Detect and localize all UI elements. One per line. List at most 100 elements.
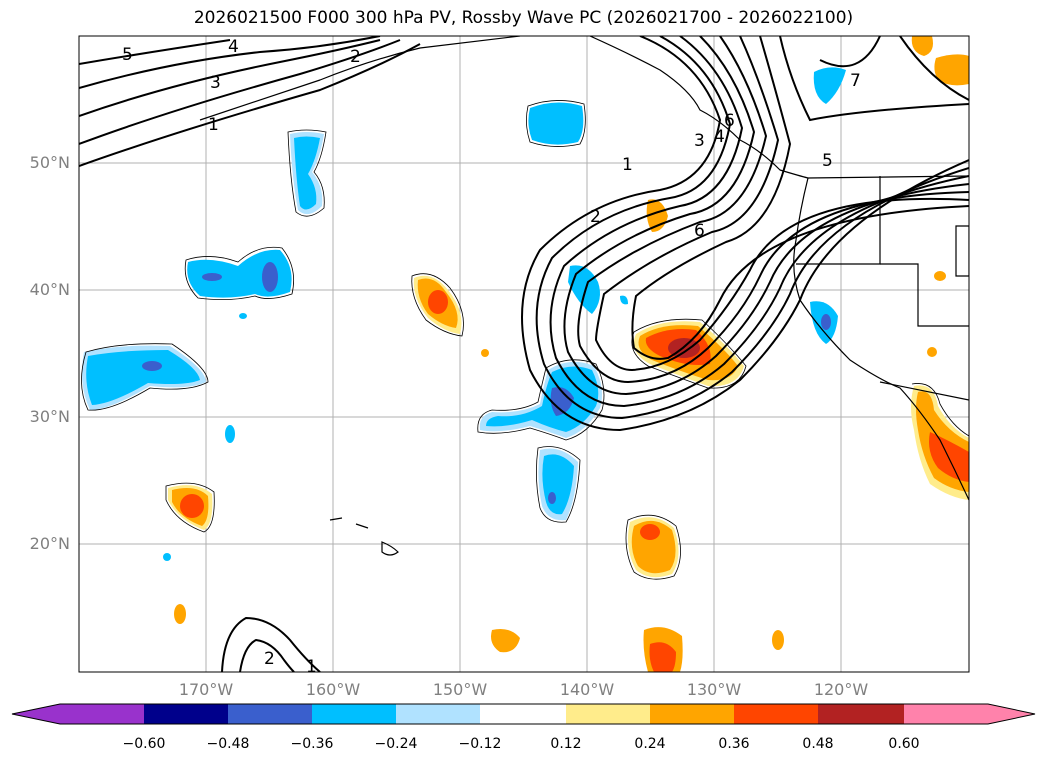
neg-patch-140w [568,265,600,314]
contour-wave-6 [594,36,969,372]
contour-nw-5 [79,43,421,167]
colorbar [11,703,1036,725]
pos-patch-dot-ca [927,347,937,357]
contour-wave-2 [535,36,969,420]
contour-labels: 5 4 3 1 2 1 2 3 4 6 7 5 6 2 1 [122,37,861,677]
contour-label: 2 [350,47,361,67]
neg-patch-west [86,350,200,405]
contour-label: 1 [622,155,633,175]
colorbar-tick-label: 0.24 [634,736,666,752]
colorbar-tick-label: −0.24 [374,736,418,752]
contour-label: 2 [264,649,275,669]
contour-label: 5 [822,151,833,171]
neg-patch-dot [163,553,171,561]
contour-label: 2 [590,207,601,227]
colorbar-bin [650,704,734,724]
contour-label: 4 [714,127,725,147]
pos-patch-dot [481,349,489,357]
contour-label: 6 [694,221,705,241]
lat-label-20n: 20°N [29,534,70,553]
lon-label-140w: 140°W [559,680,615,699]
lat-label-40n: 40°N [29,280,70,299]
pos-patch-125w [772,630,784,650]
pos-patch-ne-b [934,54,969,86]
neg-patch-hawaii-w [225,425,235,443]
colorbar-tick-label: 0.48 [802,736,834,752]
neg-core-170w-b [202,273,222,281]
colorbar-bin [818,704,904,724]
colorbar-bin [312,704,396,724]
lon-label-160w: 160°W [305,680,361,699]
lon-label-150w: 150°W [432,680,488,699]
neg-core-west [142,361,162,371]
pc-contours [79,36,969,672]
contour-label: 5 [122,45,133,65]
pos-patch-ne-a [911,36,933,56]
map-background [79,36,969,672]
map-title: 2026021500 F000 300 hPa PV, Rossby Wave … [193,8,854,28]
contour-label: 1 [306,657,317,677]
contour-label: 4 [228,37,239,57]
contour-label: 6 [724,111,735,131]
colorbar-bin [904,704,988,724]
neg-core-30n [550,387,574,416]
colorbar-tick-label: −0.12 [458,736,502,752]
contour-label: 7 [850,71,861,91]
neg-patch-148w [528,102,584,145]
pos-core-150w [428,290,448,314]
contour-ne-1 [779,36,969,122]
colorbar-bin [480,704,566,724]
anomaly-outlines [81,100,969,580]
border-states-3 [955,225,969,277]
pos-patch-dot-nv [934,271,946,281]
neg-patch-dot2 [239,313,247,319]
contour-label: 3 [694,131,705,151]
colorbar-tick-label: 0.36 [718,736,750,752]
lon-label-130w: 130°W [686,680,742,699]
lon-label-120w: 120°W [813,680,869,699]
neg-patch-small [620,295,628,305]
contour-south-2 [239,638,295,672]
map-frame [78,35,970,673]
lat-label-30n: 30°N [29,407,70,426]
neg-core-25n [548,492,556,504]
colorbar-tick-label: 0.12 [550,736,582,752]
contour-ne-3 [899,36,969,101]
contour-nw-1 [79,39,231,65]
lat-label-50n: 50°N [29,153,70,172]
lon-label-170w: 170°W [178,680,234,699]
pos-core-22n [180,494,204,518]
border-states-2 [880,263,969,327]
colorbar-outline [11,703,1036,725]
colorbar-tick-label: −0.48 [206,736,250,752]
pos-core-south [649,642,676,672]
contour-nw-4 [79,39,401,145]
colorbar-bin [144,704,228,724]
colorbar-extend-low [12,704,60,724]
colorbar-bin [566,704,650,724]
neg-patch-alaska [813,67,846,104]
coast-hawaii [329,517,399,556]
coast-west-us [793,177,969,501]
contour-south-1 [221,616,321,672]
contour-nw-3 [79,39,381,117]
border-mexico [879,381,969,401]
colorbar-bin [734,704,818,724]
coast-aleutians [199,36,521,121]
contour-label: 3 [210,73,221,93]
contour-wave-4 [563,36,969,396]
neg-patch-160w [294,136,320,210]
neg-core-california [821,314,831,330]
colorbar-bin [396,704,480,724]
contour-ne-2 [819,36,881,68]
contour-label: 1 [208,115,219,135]
neg-core-170w [262,262,278,292]
colorbar-tick-label: 0.60 [888,736,920,752]
pos-patch-dot-s [174,604,186,624]
contour-wave-5 [577,36,969,384]
colorbar-extend-high [988,704,1035,724]
pos-patch-148w-s [491,629,520,653]
colorbar-tick-label: −0.60 [122,736,166,752]
contour-wave-1 [521,36,969,432]
